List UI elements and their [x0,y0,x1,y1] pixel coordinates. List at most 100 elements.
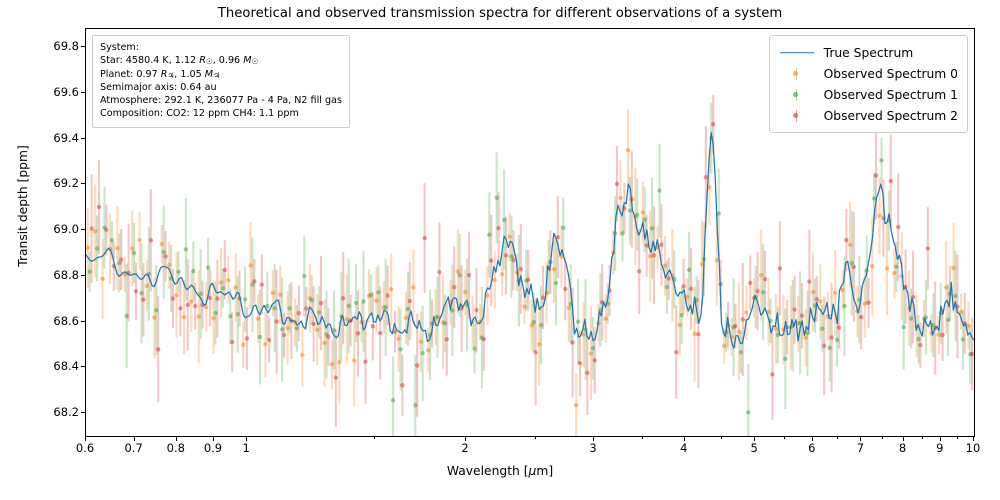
x-axis-label: Wavelength [μm] [446,464,554,478]
data-point [185,302,191,308]
data-point [871,196,877,201]
data-point [951,265,956,271]
data-point [240,342,246,348]
data-point [250,282,255,287]
x-minor-tick-mark [374,437,376,439]
x-tick-mark [811,437,813,441]
data-point [117,260,122,266]
data-point [651,253,657,258]
data-point [144,283,150,288]
data-point [474,307,479,313]
data-point [489,258,494,263]
data-point [109,238,115,243]
x-minor-tick-mark [535,437,537,439]
x-minor-tick-mark [956,437,958,439]
data-point [381,305,386,310]
data-point [425,348,431,353]
data-point [259,282,265,287]
data-point [970,351,974,357]
data-point [230,340,235,345]
x-tick-label: 6 [808,441,816,455]
x-tick-mark [592,437,594,441]
x-minor-tick-mark [720,437,722,439]
data-point [152,315,157,320]
data-point [183,247,189,252]
data-point [355,331,361,336]
data-point [374,298,379,303]
legend-item[interactable]: Observed Spectrum 0 [777,63,958,84]
info-line-system: System: [100,42,140,53]
data-point [936,332,941,337]
data-point [894,264,899,269]
x-tick-mark [902,437,904,441]
data-point [86,245,90,250]
data-point [274,319,279,324]
data-point [462,289,468,295]
data-point [810,289,816,295]
data-point [294,326,300,331]
data-point [642,217,647,222]
data-point [577,361,583,366]
y-tick-label: 68.6 [53,313,79,328]
observed-spectra-group [86,94,974,436]
data-point [679,312,684,318]
data-point [931,322,936,328]
data-point [122,272,127,277]
data-point [637,269,642,274]
data-point [133,289,139,294]
data-point [744,310,749,315]
data-point [248,263,253,268]
data-point [437,270,442,275]
data-point [892,270,897,276]
data-point [102,225,107,230]
legend-swatch-icon [777,108,817,124]
data-point [748,280,753,286]
data-point [442,321,448,326]
x-tick-mark [860,437,862,441]
data-point [662,263,668,268]
y-tick-mark [81,320,85,322]
data-point [873,173,879,178]
legend-label: Observed Spectrum 0 [823,66,958,81]
data-point [820,326,825,331]
data-point [575,319,581,324]
data-point [115,245,120,251]
data-point [503,253,509,258]
data-point [581,332,586,337]
data-point [193,303,198,309]
plot-area: System: Star: 4580.4 K, 1.12 R☉, 0.96 M☉… [85,28,975,437]
data-point [170,296,176,301]
data-point [466,272,472,278]
legend-item[interactable]: True Spectrum [777,42,958,63]
y-tick-label: 69.0 [53,222,79,237]
x-tick-label: 8 [898,441,907,455]
data-point [181,315,187,320]
x-tick-mark [85,437,86,441]
data-point [869,264,875,269]
data-point [411,285,416,290]
data-point [277,292,283,297]
data-point [918,342,923,348]
data-point [908,316,914,321]
data-point [318,300,324,306]
data-point [627,208,633,213]
data-point [211,315,216,321]
x-tick-label: 2 [461,441,469,455]
data-point [522,304,527,309]
data-point [176,269,181,274]
data-point [314,327,320,332]
data-point [148,237,154,243]
data-point [716,211,721,216]
legend-swatch-icon [777,87,817,103]
data-point [588,351,594,356]
data-point [640,210,645,215]
data-point [834,337,840,343]
data-point [255,316,261,321]
data-point [494,195,499,200]
x-minor-tick-mark [641,437,643,439]
legend-item[interactable]: Observed Spectrum 2 [777,105,958,126]
info-line-semimajor-axis: Semimajor axis: 0.64 au [100,81,217,93]
data-point [396,336,401,341]
data-point [481,337,487,342]
legend-item[interactable]: Observed Spectrum 1 [777,84,958,105]
